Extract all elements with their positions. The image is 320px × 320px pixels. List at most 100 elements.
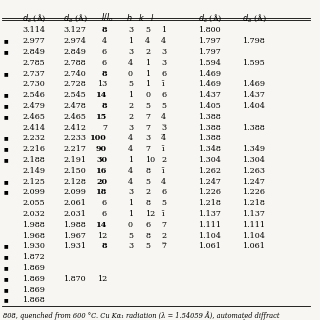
- Text: 1.111: 1.111: [242, 221, 265, 229]
- Text: 12: 12: [97, 232, 107, 240]
- Text: ī: ī: [161, 210, 164, 218]
- Text: 1.218: 1.218: [242, 199, 265, 207]
- Text: 2: 2: [128, 113, 133, 121]
- Text: 2.785: 2.785: [22, 59, 44, 67]
- Text: 6: 6: [161, 70, 166, 78]
- Text: 3.114: 3.114: [22, 27, 45, 35]
- Text: 6: 6: [102, 199, 107, 207]
- Text: 2.031: 2.031: [63, 210, 86, 218]
- Text: ■: ■: [4, 244, 9, 249]
- Text: 8: 8: [101, 70, 107, 78]
- Text: 1.111: 1.111: [198, 221, 221, 229]
- Text: 90: 90: [96, 145, 107, 153]
- Text: 2.465: 2.465: [22, 113, 45, 121]
- Text: 13: 13: [97, 81, 107, 89]
- Text: 5: 5: [161, 199, 166, 207]
- Text: 5: 5: [128, 232, 133, 240]
- Text: 2.545: 2.545: [63, 91, 86, 99]
- Text: ■: ■: [4, 38, 9, 43]
- Text: 5: 5: [128, 81, 133, 89]
- Text: 2.479: 2.479: [22, 102, 45, 110]
- Text: 1: 1: [145, 70, 150, 78]
- Text: $d_o$ (Å): $d_o$ (Å): [63, 12, 88, 24]
- Text: ■: ■: [4, 71, 9, 76]
- Text: 6: 6: [161, 188, 166, 196]
- Text: 2.128: 2.128: [63, 178, 86, 186]
- Text: 3: 3: [128, 124, 133, 132]
- Text: 1.388: 1.388: [198, 124, 221, 132]
- Text: 2.150: 2.150: [63, 167, 86, 175]
- Text: 1.061: 1.061: [242, 243, 265, 251]
- Text: 4: 4: [161, 178, 166, 186]
- Text: 2: 2: [145, 188, 150, 196]
- Text: 1.594: 1.594: [198, 59, 221, 67]
- Text: 1: 1: [145, 81, 150, 89]
- Text: $d_c$ (Å): $d_c$ (Å): [198, 12, 222, 24]
- Text: 8: 8: [145, 167, 150, 175]
- Text: 2.977: 2.977: [22, 37, 45, 45]
- Text: ■: ■: [4, 92, 9, 97]
- Text: 5: 5: [145, 243, 150, 251]
- Text: 4: 4: [161, 113, 166, 121]
- Text: ī: ī: [161, 81, 164, 89]
- Text: 18: 18: [96, 188, 107, 196]
- Text: 3: 3: [128, 188, 133, 196]
- Text: 100: 100: [90, 134, 107, 142]
- Text: ■: ■: [4, 135, 9, 140]
- Text: 5: 5: [161, 102, 166, 110]
- Text: ■: ■: [4, 157, 9, 162]
- Text: 8: 8: [145, 232, 150, 240]
- Text: 1.304: 1.304: [198, 156, 221, 164]
- Text: 2.125: 2.125: [22, 178, 45, 186]
- Text: 6: 6: [102, 210, 107, 218]
- Text: $d_c$ (Å): $d_c$ (Å): [22, 12, 46, 24]
- Text: 2.730: 2.730: [22, 81, 45, 89]
- Text: 1.798: 1.798: [242, 37, 265, 45]
- Text: 1.263: 1.263: [242, 167, 265, 175]
- Text: 2: 2: [161, 232, 166, 240]
- Text: 1.226: 1.226: [198, 188, 221, 196]
- Text: 4: 4: [145, 37, 150, 45]
- Text: 1.437: 1.437: [242, 91, 265, 99]
- Text: 808, quenched from 600 °C. Cu Kα₁ radiation (λ = 1.54059 Å), automated diffract: 808, quenched from 600 °C. Cu Kα₁ radiat…: [3, 311, 279, 320]
- Text: 1.304: 1.304: [242, 156, 265, 164]
- Text: 0: 0: [128, 221, 133, 229]
- Text: 1.469: 1.469: [198, 81, 221, 89]
- Text: 2.546: 2.546: [22, 91, 45, 99]
- Text: 12: 12: [97, 275, 107, 283]
- Text: 1.348: 1.348: [198, 145, 221, 153]
- Text: ■: ■: [4, 103, 9, 108]
- Text: 2.849: 2.849: [63, 48, 86, 56]
- Text: 1: 1: [161, 27, 166, 35]
- Text: 4̅: 4̅: [161, 134, 166, 142]
- Text: 1: 1: [128, 37, 133, 45]
- Text: 1.104: 1.104: [198, 232, 221, 240]
- Text: 1.595: 1.595: [242, 59, 265, 67]
- Text: 1.931: 1.931: [63, 243, 86, 251]
- Text: 1.872: 1.872: [22, 253, 45, 261]
- Text: $d_o$ (Å): $d_o$ (Å): [242, 12, 267, 24]
- Text: 1.247: 1.247: [198, 178, 221, 186]
- Text: 1.469: 1.469: [198, 70, 221, 78]
- Text: 30: 30: [96, 156, 107, 164]
- Text: 1.869: 1.869: [22, 286, 45, 294]
- Text: 1.388: 1.388: [198, 113, 221, 121]
- Text: 4: 4: [128, 178, 133, 186]
- Text: 1.968: 1.968: [22, 232, 45, 240]
- Text: 7: 7: [145, 124, 150, 132]
- Text: 6: 6: [145, 221, 150, 229]
- Text: 2.737: 2.737: [22, 70, 45, 78]
- Text: 2: 2: [128, 102, 133, 110]
- Text: 2.217: 2.217: [63, 145, 86, 153]
- Text: 1.797: 1.797: [198, 48, 221, 56]
- Text: 10: 10: [145, 156, 155, 164]
- Text: 2.061: 2.061: [63, 199, 86, 207]
- Text: 2.728: 2.728: [63, 81, 86, 89]
- Text: 0: 0: [128, 70, 133, 78]
- Text: 7: 7: [102, 124, 107, 132]
- Text: 2.233: 2.233: [63, 134, 86, 142]
- Text: 1.437: 1.437: [198, 91, 221, 99]
- Text: 2.414: 2.414: [22, 124, 45, 132]
- Text: 1.218: 1.218: [198, 199, 221, 207]
- Text: 8: 8: [101, 102, 107, 110]
